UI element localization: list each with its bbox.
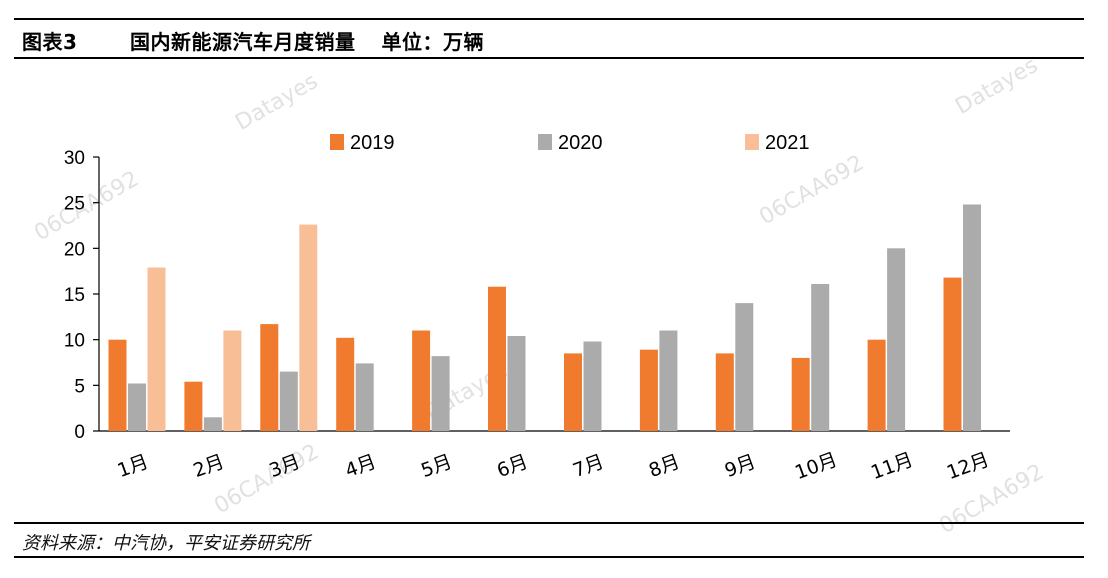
header-top-rule (14, 18, 1084, 20)
watermark-text: 06CAA692 (30, 167, 143, 247)
x-tick-label: 7月 (570, 451, 607, 482)
x-tick-label: 9月 (722, 451, 759, 482)
y-tick-label: 5 (74, 376, 85, 397)
legend-label: 2019 (350, 132, 395, 154)
figure-label: 图表3 (22, 29, 78, 54)
y-tick-label: 25 (64, 194, 85, 215)
bar-2020 (659, 330, 678, 431)
bar-2020 (355, 363, 374, 431)
bar-2021 (223, 330, 242, 431)
bar-2020 (279, 371, 298, 431)
legend-swatch-2021 (745, 134, 759, 150)
bar-2019 (715, 353, 734, 431)
footer-top-rule (14, 522, 1084, 524)
bar-2019 (488, 286, 506, 431)
y-tick-label: 30 (64, 148, 85, 169)
bar-2019 (867, 339, 886, 431)
bar-2020 (128, 383, 146, 431)
bar-2020 (887, 248, 906, 431)
watermark-text: Datayes (231, 69, 322, 136)
bar-2019 (639, 349, 658, 431)
bar-2019 (943, 277, 962, 431)
watermark-text: Datayes (951, 53, 1042, 120)
legend-label: 2021 (765, 132, 810, 154)
x-tick-label: 6月 (494, 451, 531, 482)
bar-2019 (564, 353, 582, 431)
bar-2020 (811, 284, 830, 431)
bar-2020 (963, 204, 981, 431)
y-tick-label: 0 (74, 422, 85, 443)
legend-swatch-2020 (538, 134, 552, 150)
x-tick-label: 10月 (792, 449, 840, 484)
x-tick-label: 11月 (868, 449, 916, 484)
watermark-text: 06CAA692 (755, 151, 868, 231)
chart-title: 国内新能源汽车月度销量 (130, 29, 356, 54)
bar-2020 (507, 336, 526, 431)
x-tick-label: 12月 (944, 449, 992, 484)
bar-2019 (336, 337, 355, 431)
bar-2019 (412, 330, 431, 431)
bar-2019 (791, 357, 810, 431)
x-tick-label: 8月 (646, 451, 683, 482)
x-tick-label: 4月 (342, 451, 379, 482)
x-tick-label: 2月 (190, 451, 227, 482)
bar-2020 (431, 356, 450, 431)
source-note: 资料来源：中汽协，平安证券研究所 (22, 533, 310, 554)
legend-label: 2020 (558, 132, 603, 154)
bar-2019 (108, 339, 127, 431)
bar-2019 (260, 324, 279, 431)
x-tick-label: 1月 (115, 451, 152, 482)
watermark-text: 06CAA692 (210, 440, 323, 520)
legend-swatch-2019 (330, 134, 344, 150)
bar-2021 (299, 224, 318, 431)
y-tick-label: 15 (64, 285, 85, 306)
bar-2020 (203, 417, 222, 431)
bar-2020 (583, 341, 602, 431)
bar-2019 (184, 381, 203, 431)
header-bottom-rule (14, 57, 1084, 59)
x-tick-label: 5月 (418, 451, 455, 482)
y-tick-label: 20 (64, 239, 85, 260)
footer-bottom-rule (14, 556, 1084, 558)
bar-2020 (735, 303, 754, 431)
bar-2021 (147, 267, 166, 431)
unit-label: 单位：万辆 (381, 29, 484, 54)
header: 图表3 国内新能源汽车月度销量 单位：万辆 (22, 26, 484, 54)
y-tick-label: 10 (64, 331, 85, 352)
